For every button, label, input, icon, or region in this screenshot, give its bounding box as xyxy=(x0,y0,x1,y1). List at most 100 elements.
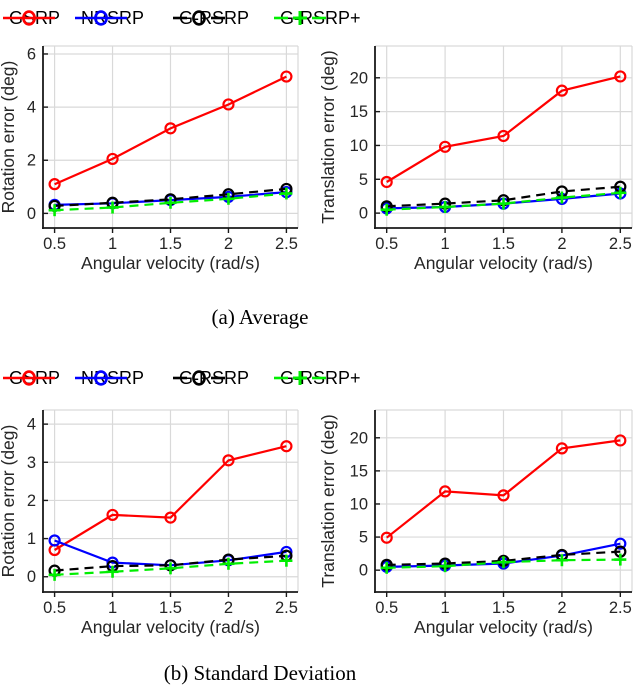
circle-marker xyxy=(280,440,293,453)
x-tick-label: 2 xyxy=(557,235,566,253)
series-line-g-rsrp- xyxy=(386,191,621,211)
dashed-plus-swatch-icon xyxy=(274,371,327,385)
circle-marker xyxy=(380,531,393,544)
x-tick-label: 1.5 xyxy=(159,235,182,253)
y-tick-label: 0 xyxy=(27,205,36,223)
legend-row-average: GSRP NRSRP G-RSRP G-RSRP+ xyxy=(0,3,640,33)
x-tick-label: 1 xyxy=(108,235,117,253)
circle-marker xyxy=(280,70,293,83)
x-tick-label: 2 xyxy=(557,599,566,617)
y-tick-label: 20 xyxy=(350,429,368,447)
circle-marker xyxy=(438,485,452,498)
y-tick-label: 10 xyxy=(350,137,368,155)
series-line-g-rsrp xyxy=(54,187,287,207)
circle-marker xyxy=(222,98,235,111)
x-tick-label: 1 xyxy=(440,235,449,253)
x-axis-label: Angular velocity (rad/s) xyxy=(81,617,260,637)
y-tick-label: 2 xyxy=(27,152,36,170)
series-line-g-rsrp- xyxy=(386,558,621,569)
x-axis-label: Angular velocity (rad/s) xyxy=(81,253,260,273)
x-axis-label: Angular velocity (rad/s) xyxy=(414,617,593,637)
x-tick-label: 2.5 xyxy=(609,235,632,253)
x-tick-label: 2.5 xyxy=(275,235,298,253)
circle-marker xyxy=(164,511,177,524)
solid-circle-swatch-icon xyxy=(75,10,128,26)
dashed-plus-swatch-icon xyxy=(274,11,327,25)
series-line-g-rsrp xyxy=(386,185,621,208)
y-tick-label: 2 xyxy=(27,492,36,510)
y-tick-label: 6 xyxy=(27,45,36,63)
x-tick-label: 1.5 xyxy=(492,235,515,253)
series-line-g-rsrp- xyxy=(54,192,287,212)
x-tick-label: 2 xyxy=(224,599,233,617)
x-tick-label: 1.5 xyxy=(159,599,182,617)
solid-circle-swatch-icon xyxy=(3,10,55,26)
circle-marker xyxy=(614,537,627,550)
y-tick-label: 5 xyxy=(359,529,368,547)
solid-circle-swatch-icon xyxy=(75,370,128,386)
chart-translation-error-average: 0.5 1 1.5 2 2.5 0 5 10 15 20 Angular velocity (rad… xyxy=(320,45,633,273)
dashed-circle-swatch-icon xyxy=(173,10,226,26)
legend-row-std: GSRP NRSRP G-RSRP G-RSRP+ xyxy=(0,363,640,393)
y-tick-label: 15 xyxy=(350,103,368,121)
legend-item-g-rsrp: G-RSRP xyxy=(172,8,249,29)
circle-marker xyxy=(438,140,452,153)
circle-marker xyxy=(497,489,510,502)
caption-average: (a) Average xyxy=(211,305,309,329)
x-tick-label: 2.5 xyxy=(275,599,298,617)
circle-marker xyxy=(106,508,119,522)
y-axis-label: Translation error (deg) xyxy=(320,414,338,587)
series-line-g-rsrp xyxy=(54,554,287,572)
chart-rotation-error-average: 0.5 1 1.5 2 2.5 0 2 4 6 Angular velocity (rad/s) R… xyxy=(0,45,299,273)
chart-translation-error-std: 0.5 1 1.5 2 2.5 0 5 10 15 20 Angular velocity (rad… xyxy=(320,409,633,637)
x-tick-label: 1 xyxy=(440,599,449,617)
legend-item-g-rsrp-: G-RSRP+ xyxy=(273,8,361,29)
circle-marker xyxy=(106,152,119,166)
legend-item-g-rsrp: G-RSRP xyxy=(172,368,249,389)
x-tick-label: 2.5 xyxy=(609,599,632,617)
series-line-gsrp xyxy=(54,75,287,186)
x-tick-label: 0.5 xyxy=(43,235,66,253)
y-tick-label: 0 xyxy=(359,562,368,580)
x-tick-label: 0.5 xyxy=(375,235,398,253)
y-axis-label: Rotation error (deg) xyxy=(0,425,18,578)
solid-circle-swatch-icon xyxy=(3,370,55,386)
circle-marker xyxy=(555,442,569,455)
circle-marker xyxy=(164,122,177,135)
circle-marker xyxy=(497,129,510,143)
legend-item-gsrp: GSRP xyxy=(2,368,60,389)
y-tick-label: 20 xyxy=(350,69,368,87)
circle-marker xyxy=(380,175,393,189)
x-tick-label: 1.5 xyxy=(492,599,515,617)
series-line-g-rsrp xyxy=(386,550,621,566)
y-tick-label: 10 xyxy=(350,495,368,513)
y-axis-label: Translation error (deg) xyxy=(320,50,338,223)
x-tick-label: 0.5 xyxy=(43,599,66,617)
circle-marker xyxy=(555,84,569,97)
circle-marker xyxy=(222,454,235,467)
x-axis-label: Angular velocity (rad/s) xyxy=(414,253,593,273)
x-tick-label: 2 xyxy=(224,235,233,253)
y-tick-label: 0 xyxy=(359,205,368,223)
circle-marker xyxy=(48,178,61,191)
legend-item-nrsrp: NRSRP xyxy=(74,8,144,29)
y-tick-label: 1 xyxy=(27,530,36,548)
legend-item-gsrp: GSRP xyxy=(2,8,60,29)
series-line-gsrp xyxy=(386,75,621,183)
circle-marker xyxy=(48,534,61,547)
circle-marker xyxy=(614,70,627,83)
y-tick-label: 15 xyxy=(350,462,368,480)
legend-item-g-rsrp-: G-RSRP+ xyxy=(273,368,361,389)
y-tick-label: 4 xyxy=(27,416,36,434)
y-axis-label: Rotation error (deg) xyxy=(0,61,18,214)
series-line-g-rsrp- xyxy=(54,559,287,576)
chart-rotation-error-std: 0.5 1 1.5 2 2.5 0 1 2 3 4 Angular velocity (rad/s)… xyxy=(0,409,299,637)
y-tick-label: 3 xyxy=(27,454,36,472)
series-line-gsrp xyxy=(386,439,621,539)
y-tick-label: 4 xyxy=(27,99,36,117)
y-tick-label: 0 xyxy=(27,568,36,586)
x-tick-label: 1 xyxy=(108,599,117,617)
series-line-gsrp xyxy=(54,445,287,551)
x-tick-label: 0.5 xyxy=(375,599,398,617)
